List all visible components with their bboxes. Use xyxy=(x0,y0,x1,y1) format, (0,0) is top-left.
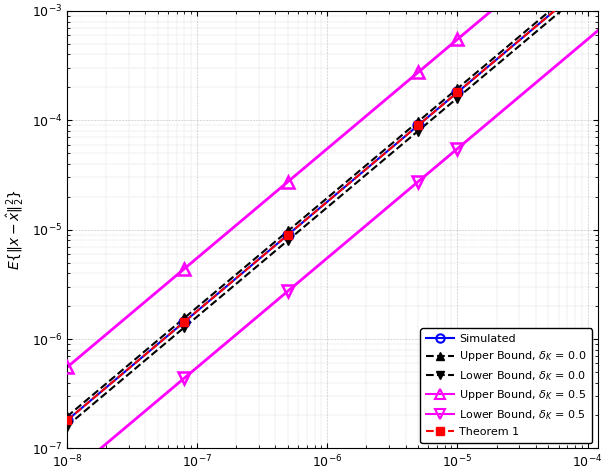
Y-axis label: $E\{\|x - \hat{x}\|_2^2\}$: $E\{\|x - \hat{x}\|_2^2\}$ xyxy=(4,189,26,270)
Legend: Simulated, Upper Bound, $\delta_K$ = 0.0, Lower Bound, $\delta_K$ = 0.0, Upper B: Simulated, Upper Bound, $\delta_K$ = 0.0… xyxy=(420,328,592,443)
